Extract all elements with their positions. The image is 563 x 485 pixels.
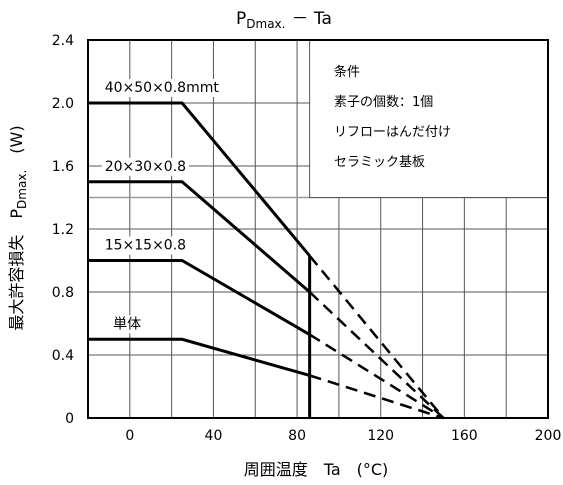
y-label-tail: (W) [7,125,26,169]
x-tick-label: 200 [535,428,562,444]
condition-box-bg [309,39,549,198]
y-label-sub: Dmax. [15,170,29,209]
y-tick-label: 1.2 [52,222,74,238]
series-label-text: 20×30×0.8 [105,159,186,175]
y-tick-label: 2.0 [52,96,74,112]
y-tick-label: 0 [65,411,74,427]
series-label-text: 40×50×0.8mmt [105,80,220,96]
series-line-1 [88,180,311,294]
series-label-text: 15×15×0.8 [105,238,186,254]
series-label: 15×15×0.8 [101,236,190,255]
series-label: 単体 [110,315,145,334]
x-tick-label: 120 [367,428,394,444]
series-layer [88,101,445,420]
plot-border [87,39,549,419]
x-axis-label: 周囲温度 Ta (°C) [244,460,389,479]
y-axis-label: 最大許容損失 PDmax. (W) [7,125,29,330]
condition-line: セラミック基板 [334,155,425,170]
y-tick-label: 0.4 [52,348,74,364]
series-label-bg [101,79,223,97]
title-sub: Dmax. [246,17,285,31]
title-main: P [236,9,246,29]
chart-title: PDmax. － Ta [236,9,332,31]
series-extrapolation-2 [308,333,445,420]
series-line-3 [88,337,311,377]
x-tick-label: 0 [125,428,134,444]
title-tail: － Ta [291,9,331,29]
y-tick-label: 0.8 [52,285,74,301]
y-tick-label: 1.6 [52,159,74,175]
condition-line: リフローはんだ付け [334,125,451,140]
x-tick-label: 160 [451,428,478,444]
series-label: 20×30×0.8 [101,157,190,176]
plot-frame [87,39,549,419]
y-tick-label: 2.4 [52,33,74,49]
condition-line: 素子の個数：1個 [334,95,433,110]
series-line-0 [88,101,311,257]
series-label-bg [110,315,145,334]
x-tick-label: 80 [288,428,306,444]
x-tick-label: 40 [205,428,223,444]
series-label: 40×50×0.8mmt [101,79,223,97]
series-extrapolation-0 [308,254,445,419]
condition-line: 条件 [334,64,360,80]
series-label-bg [101,157,190,176]
series-label-bg [101,236,190,255]
series-extrapolation-3 [309,374,444,420]
series-extrapolation-1 [308,291,445,419]
y-label-main: 最大許容損失 P [7,209,26,331]
series-labels: 40×50×0.8mmt 20×30×0.8 15×15×0.8 単体 [101,79,223,334]
tick-labels: 0 40 80 120 160 200 0 0.4 0.8 1.2 1.6 2.0 2.4 [52,33,562,444]
series-label-text: 単体 [113,316,141,332]
series-line-2 [88,259,311,336]
